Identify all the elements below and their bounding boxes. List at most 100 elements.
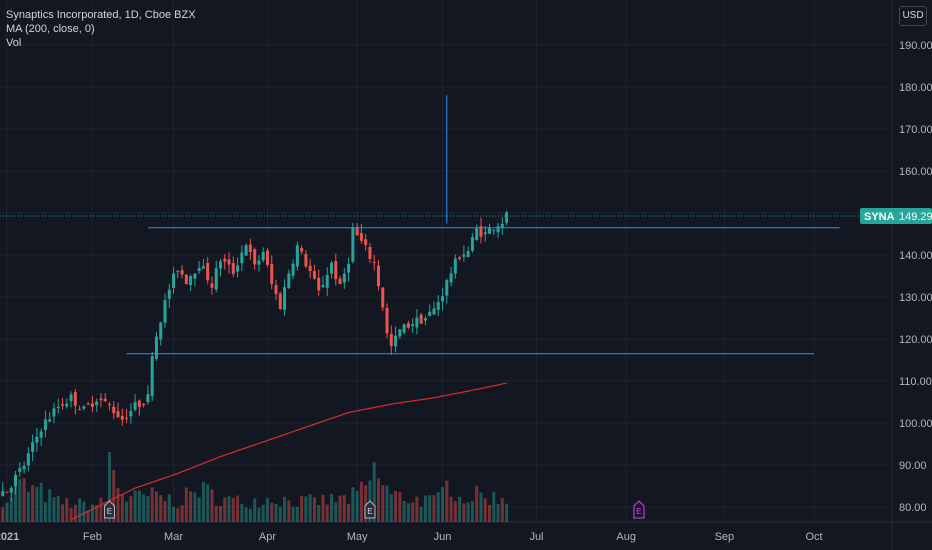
volume-bar <box>445 480 449 522</box>
volume-bar <box>402 501 406 522</box>
x-tick-label: Apr <box>259 531 276 543</box>
volume-bar <box>1 507 5 522</box>
candle-body <box>35 436 39 443</box>
volume-bar <box>193 492 197 522</box>
volume-bar <box>453 501 457 522</box>
volume-bar <box>389 494 393 522</box>
candle-body <box>43 419 47 431</box>
ma200-line <box>70 382 507 521</box>
volume-bar <box>107 452 111 522</box>
candle-body <box>22 465 26 470</box>
candle-body <box>458 257 462 260</box>
candle-body <box>411 324 415 327</box>
y-tick-label: 170.00 <box>899 124 932 136</box>
candle-body <box>133 402 137 410</box>
candle-body <box>193 273 197 279</box>
candle-body <box>274 285 278 294</box>
candle-body <box>125 417 129 419</box>
y-tick-label: 100.00 <box>899 418 932 430</box>
candle-body <box>351 227 355 262</box>
volume-bar <box>82 501 86 522</box>
volume-bar <box>458 496 462 522</box>
volume-bar <box>492 491 496 522</box>
volume-indicator-label[interactable]: Vol <box>6 37 22 49</box>
candle-body <box>103 398 107 402</box>
x-tick-label: Jun <box>434 531 452 543</box>
candle-body <box>172 273 176 288</box>
volume-bar <box>355 490 359 522</box>
volume-bar <box>381 485 385 522</box>
ma-indicator-label[interactable]: MA (200, close, 0) <box>6 23 95 35</box>
volume-bar <box>197 497 201 522</box>
volume-bar <box>283 496 287 522</box>
volume-bar <box>39 482 43 522</box>
volume-bar <box>35 486 39 522</box>
volume-bar <box>120 495 124 522</box>
volume-bar <box>479 492 483 522</box>
candle-body <box>449 273 453 283</box>
volume-bar <box>466 502 470 522</box>
candle-body <box>154 336 158 359</box>
candle-body <box>304 254 308 267</box>
candle-body <box>359 232 363 241</box>
y-tick-label: 120.00 <box>899 334 932 346</box>
candle-body <box>325 275 329 288</box>
candle-body <box>376 265 380 287</box>
volume-bar <box>385 485 389 522</box>
volume-bar <box>496 503 500 522</box>
volume-bar <box>372 462 376 522</box>
candle-body <box>445 280 449 296</box>
candle-body <box>270 264 274 284</box>
volume-bar <box>500 498 504 522</box>
volume-bar <box>406 503 410 522</box>
volume-bar <box>321 494 325 522</box>
volume-bar <box>22 478 26 522</box>
volume-bar <box>26 491 30 522</box>
volume-bar <box>270 502 274 522</box>
candle-body <box>78 409 82 411</box>
volume-bar <box>274 504 278 522</box>
symbol-title[interactable]: Synaptics Incorporated, 1D, Cboe BZX <box>6 9 196 21</box>
x-tick-label: Sep <box>715 531 735 543</box>
volume-bar <box>31 485 35 522</box>
volume-bar <box>231 497 235 522</box>
volume-bar <box>5 502 9 522</box>
x-tick-label: Feb <box>83 531 102 543</box>
y-tick-label: 140.00 <box>899 250 932 262</box>
volume-bar <box>364 485 368 522</box>
volume-bar <box>90 504 94 522</box>
candle-body <box>48 419 52 422</box>
earnings-e-icon <box>633 500 645 519</box>
candle-body <box>257 260 261 265</box>
volume-bar <box>56 495 60 522</box>
volume-bar <box>432 495 436 522</box>
candle-body <box>423 318 427 321</box>
volume-bar <box>415 496 419 522</box>
volume-bar <box>61 504 65 522</box>
candle-body <box>206 262 210 281</box>
candle-body <box>90 403 94 407</box>
volume-bar <box>317 504 321 522</box>
currency-button[interactable]: USD <box>899 6 927 26</box>
candle-body <box>219 261 222 269</box>
candle-body <box>159 322 163 340</box>
volume-bar <box>428 495 432 522</box>
candle-body <box>129 411 133 417</box>
volume-bar <box>52 497 56 522</box>
volume-bar <box>488 504 492 522</box>
last-price-label: 149.29 <box>899 211 932 223</box>
candle-body <box>197 267 201 272</box>
candle-body <box>406 323 410 328</box>
candle-body <box>505 212 509 223</box>
candle-body <box>398 329 402 337</box>
volume-bar <box>223 497 227 522</box>
candle-body <box>99 398 103 401</box>
candle-body <box>86 403 90 405</box>
candle-body <box>265 250 269 265</box>
candle-body <box>479 226 483 237</box>
candle-body <box>39 431 43 438</box>
candle-body <box>137 400 141 407</box>
candle-body <box>364 239 368 245</box>
volume-bar <box>347 503 351 522</box>
